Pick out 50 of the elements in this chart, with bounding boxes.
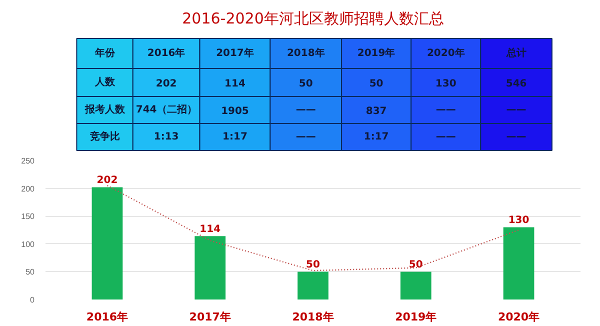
data-label: 50 <box>306 260 320 271</box>
bar <box>194 236 226 300</box>
text: 1:17 <box>222 132 248 142</box>
data-label: 130 <box>508 215 530 226</box>
text: 2020年 <box>426 47 465 59</box>
y-tick-label: 50 <box>26 268 36 277</box>
data-label: 202 <box>96 175 118 186</box>
text: —— <box>296 104 316 116</box>
chart-title: 2016-2020年河北区教师招聘人数汇总 <box>182 10 444 28</box>
text: 546 <box>506 78 527 90</box>
text: 1:13 <box>154 132 179 142</box>
text: 202 <box>156 78 177 90</box>
y-tick-label: 250 <box>21 156 36 166</box>
text: 报考人数 <box>84 104 126 116</box>
text: 竞争比 <box>88 130 120 142</box>
text: 2016年 <box>147 47 186 59</box>
text: 年份 <box>94 47 116 59</box>
x-tick-label: 2019年 <box>395 310 437 324</box>
x-tick-label: 2020年 <box>498 310 540 324</box>
text: —— <box>506 132 526 142</box>
y-tick-label: 100 <box>21 240 36 249</box>
text: 50 <box>369 78 384 90</box>
text: —— <box>436 132 456 142</box>
bar <box>400 272 432 300</box>
bar <box>92 187 123 300</box>
text: 2018年 <box>286 47 325 59</box>
text: 2017年 <box>216 47 254 59</box>
y-tick-label: 200 <box>21 184 36 194</box>
text: 人数 <box>94 76 116 88</box>
text: 837 <box>366 106 387 117</box>
y-tick-label: 150 <box>21 212 36 222</box>
text: 2019年 <box>357 47 396 59</box>
bar <box>298 272 328 300</box>
text: 744（二招） <box>136 104 197 116</box>
x-tick-label: 2018年 <box>292 310 334 324</box>
text: 总计 <box>505 47 526 59</box>
data-label: 114 <box>200 224 221 236</box>
text: —— <box>436 104 456 116</box>
text: 130 <box>435 78 456 90</box>
text: 1:17 <box>364 132 389 142</box>
x-tick-label: 2017年 <box>189 310 231 324</box>
text: 50 <box>298 78 313 90</box>
text: 114 <box>224 78 246 90</box>
text: 1905 <box>221 106 249 117</box>
text: —— <box>296 132 316 142</box>
data-label: 50 <box>408 260 423 271</box>
x-tick-label: 2016年 <box>86 310 128 324</box>
bar <box>503 227 534 300</box>
y-tick-label: 0 <box>30 296 36 304</box>
text: —— <box>506 104 526 116</box>
